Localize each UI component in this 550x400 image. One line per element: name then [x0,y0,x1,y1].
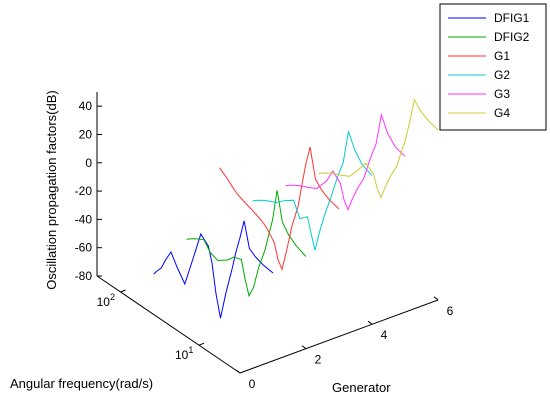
x-tick-mark [235,369,241,374]
series-line-3 [219,146,340,272]
y-tick-mark [120,289,126,293]
legend-items: DFIG1 DFIG2 G1 G2 G3 G4 [448,11,530,120]
series-layer [153,98,439,319]
x-tick-label: 4 [381,328,388,342]
series-line-6 [318,98,439,199]
z-tick-label: -40 [75,212,93,226]
y-axis-label: Angular frequency(rad/s) [10,376,153,391]
y-ticks: 101 102 [97,289,205,362]
z-axis-label: Oscillation propagation factors(dB) [44,90,59,289]
x-tick-label: 0 [249,377,256,391]
x-axis-line [239,299,439,374]
y-tick-label: 101 [175,345,193,362]
z-tick-label: -20 [75,184,93,198]
y-tick-label: 102 [97,292,115,309]
z-ticks: 40 20 0 -20 -40 -60 -80 [75,99,102,283]
legend-label: DFIG2 [494,30,530,44]
x-tick-mark [301,345,307,350]
y-tick-mark [198,342,205,346]
z-tick-label: 0 [85,156,92,170]
x-tick-label: 6 [447,304,454,318]
y-tick-exponent: 2 [110,292,115,302]
x-axis-label: Generator [332,380,391,395]
z-tick-label: 20 [79,127,93,141]
z-tick-label: -60 [75,241,93,255]
series-line-4 [252,131,373,251]
z-tick-label: 40 [79,99,93,113]
series-line-2 [186,190,307,298]
z-tick-label: -80 [75,269,93,283]
legend-label: G2 [494,68,510,82]
y-tick-exponent: 1 [188,345,193,355]
legend-box [439,3,547,131]
legend-label: G1 [494,49,510,63]
x-tick-label: 2 [315,353,322,367]
y-axis-line [96,275,241,374]
series-line-5 [285,112,406,211]
x-tick-mark [367,320,373,325]
series-line-1 [153,220,274,319]
legend: DFIG1 DFIG2 G1 G2 G3 G4 [439,3,547,131]
x-ticks: 0 2 4 6 [235,296,454,391]
legend-label: DFIG1 [494,11,530,25]
x-tick-mark [433,296,439,301]
legend-label: G4 [494,106,510,120]
legend-label: G3 [494,87,510,101]
